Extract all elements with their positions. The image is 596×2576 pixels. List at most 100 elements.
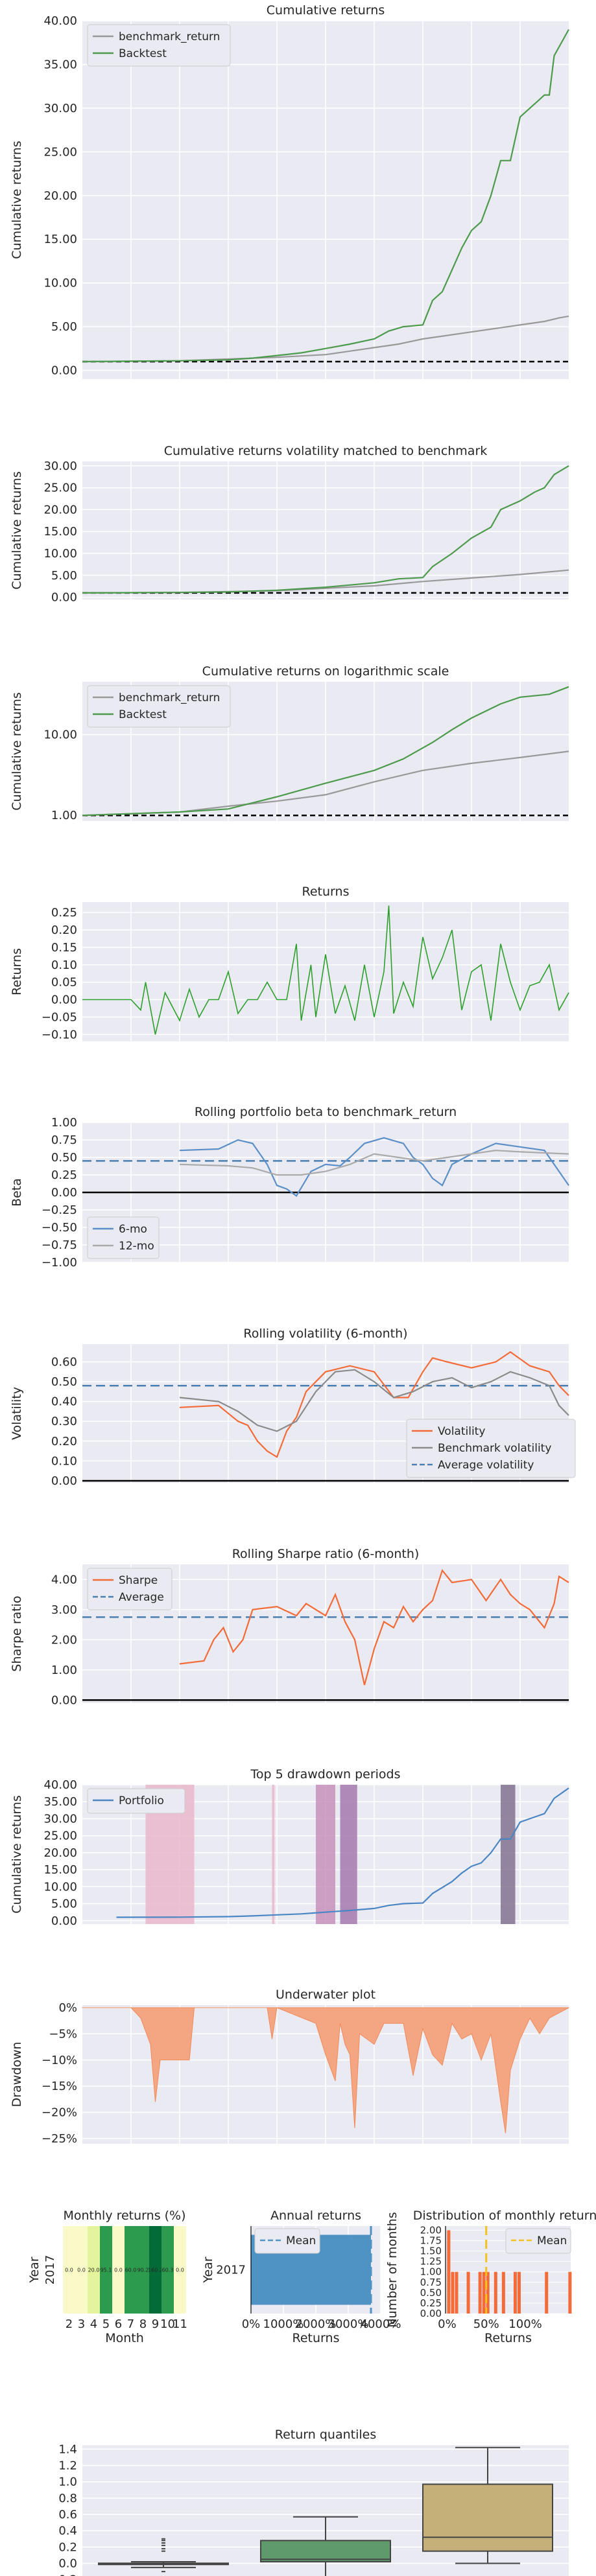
y-tick-label: −15%	[42, 2080, 77, 2093]
x-tick-label: 100%	[508, 2317, 542, 2331]
y-tick-label: 0.60	[51, 1356, 77, 1369]
drawdown-shade	[316, 1785, 335, 1924]
y-tick-label: 25.00	[43, 482, 77, 495]
y-tick-label: 0.50	[51, 1375, 77, 1389]
panel-underwater: Underwater plot Drawdown −25% −20% −15% −10% −…	[10, 1988, 569, 2146]
y-tick-label: 0.00	[51, 591, 77, 605]
y-tick-label: 0.75	[51, 1133, 77, 1147]
histogram-bar	[455, 2271, 459, 2314]
heatmap-cell-value: 90.2	[137, 2268, 149, 2273]
y-axis-label: Cumulative returns	[10, 471, 24, 589]
legend-box	[254, 2228, 320, 2254]
x-tick-label: 3	[78, 2317, 85, 2331]
legend-box	[505, 2228, 571, 2254]
y-tick-label: 0%	[58, 2001, 77, 2015]
y-tick-label: 0.0	[58, 2557, 77, 2571]
panel-beta: Rolling portfolio beta to benchmark_retu…	[10, 1105, 569, 1270]
heatmap-cell	[112, 2226, 125, 2314]
heatmap-cell-value: 60.3	[162, 2268, 174, 2273]
y-tick-label: 0.50	[51, 1151, 77, 1165]
legend-box	[87, 1568, 173, 1610]
y-tick-label: 5.00	[51, 1897, 77, 1911]
panel-quantiles: Return quantiles −0.2 0.0 0.2 0.4 0.6 0.8 1.0 1.…	[49, 2428, 569, 2576]
y-tick-label: 1.2	[58, 2459, 77, 2472]
x-tick-label: 50%	[473, 2317, 499, 2331]
y-tick-label: 40.00	[43, 1778, 77, 1792]
legend-label: Mean	[286, 2234, 316, 2247]
y-tick-label: −20%	[42, 2106, 77, 2120]
chart-title: Cumulative returns	[267, 3, 385, 17]
legend-label: Backtest	[119, 47, 167, 60]
y-tick-label: 10.00	[43, 1880, 77, 1894]
heatmap-cell	[125, 2226, 137, 2314]
underwater-area	[82, 2007, 569, 2133]
y-tick-label: 5.00	[51, 569, 77, 583]
y-tick-label: 0.2	[58, 2540, 77, 2554]
chart-title: Return quantiles	[275, 2428, 376, 2442]
y-tick-label: 0.25	[51, 1168, 77, 1182]
panel-cum: Cumulative returns Cumulative returns 0.00…	[10, 3, 569, 379]
y-tick-label: 35.00	[43, 1795, 77, 1809]
heatmap-cell	[75, 2226, 88, 2314]
legend-label: Volatility	[438, 1425, 485, 1438]
legend-label: Average volatility	[438, 1459, 534, 1472]
y-tick-label: −1.00	[42, 1256, 77, 1270]
x-tick-label: 0%	[242, 2317, 261, 2331]
y-axis-label: Returns	[10, 948, 24, 995]
y-tick-label: 40.00	[43, 14, 77, 28]
heatmap-cell	[161, 2226, 174, 2314]
x-tick-label: 6	[115, 2317, 122, 2331]
heatmap-cell-value: 160.2	[148, 2268, 163, 2273]
heatmap-cell-value: 20.0	[88, 2268, 100, 2273]
y-tick-label: 0.10	[51, 958, 77, 972]
y-tick-label: 30.00	[43, 459, 77, 473]
y-tick-label: 1.75	[420, 2235, 442, 2247]
chart-title: Distribution of monthly returns	[413, 2209, 596, 2223]
y-tick-label: 0.4	[58, 2524, 77, 2538]
x-tick-label: 3000%	[328, 2317, 369, 2331]
y-tick-label: 1.00	[51, 1664, 77, 1677]
legend-label: Average	[119, 1591, 164, 1604]
y-tick-label: 1.00	[51, 1116, 77, 1130]
x-tick-label: 4	[90, 2317, 97, 2331]
y-tick-label: −0.75	[42, 1238, 77, 1252]
heatmap-cell	[100, 2226, 112, 2314]
drawdown-shade	[501, 1785, 516, 1924]
legend-label: benchmark_return	[119, 30, 220, 43]
y-tick-label: 0.50	[420, 2287, 442, 2299]
y-tick-label: 1.50	[420, 2245, 442, 2257]
y-tick-label: 4.00	[51, 1573, 77, 1586]
y-tick-label: 0.00	[51, 364, 77, 378]
y-tick-label: 35.00	[43, 58, 77, 71]
y-axis-label: Volatility	[10, 1387, 24, 1440]
histogram-bar	[513, 2271, 517, 2314]
legend-label: Backtest	[119, 708, 167, 721]
y-tick-label: 0.00	[420, 2308, 442, 2319]
y-axis-label: Sharpe ratio	[10, 1595, 24, 1671]
y-tick-label: 0.00	[51, 1186, 77, 1200]
panel-annual: Annual returns Year Returns 0% 1000%2000%300…	[201, 2209, 401, 2345]
series-line-backtest	[82, 686, 569, 817]
y-tick-label: 0.10	[51, 1454, 77, 1468]
y-tick-label: −0.05	[42, 1010, 77, 1024]
y-axis-label: Cumulative returns	[10, 1795, 24, 1913]
chart-title: Rolling portfolio beta to benchmark_retu…	[195, 1105, 457, 1119]
histogram-bar	[451, 2271, 455, 2314]
x-tick-label: 7	[127, 2317, 134, 2331]
panel-cumlog: Cumulative returns on logarithmic scale C…	[10, 664, 569, 822]
x-axis-label: Month	[105, 2331, 144, 2345]
y-tick-label: 30.00	[43, 1812, 77, 1826]
series-line-backtest	[82, 29, 569, 363]
chart-title: Cumulative returns volatility matched to…	[164, 444, 488, 458]
y-tick-label: 15.00	[43, 525, 77, 539]
y-tick-label: 0.20	[51, 923, 77, 937]
y-tick-label: 0.00	[51, 1474, 77, 1488]
heatmap-cell-value: 0.0	[77, 2268, 86, 2273]
y-tick-label: 0.40	[51, 1395, 77, 1409]
legend-label: 6-mo	[119, 1223, 147, 1236]
y-tick-label: 0.6	[58, 2508, 77, 2522]
heatmap-cell-value: 0.0	[176, 2268, 184, 2273]
y-tick-label: 20.00	[43, 1846, 77, 1860]
x-axis-label: Returns	[292, 2331, 340, 2345]
y-tick-label: 1.25	[420, 2256, 442, 2268]
